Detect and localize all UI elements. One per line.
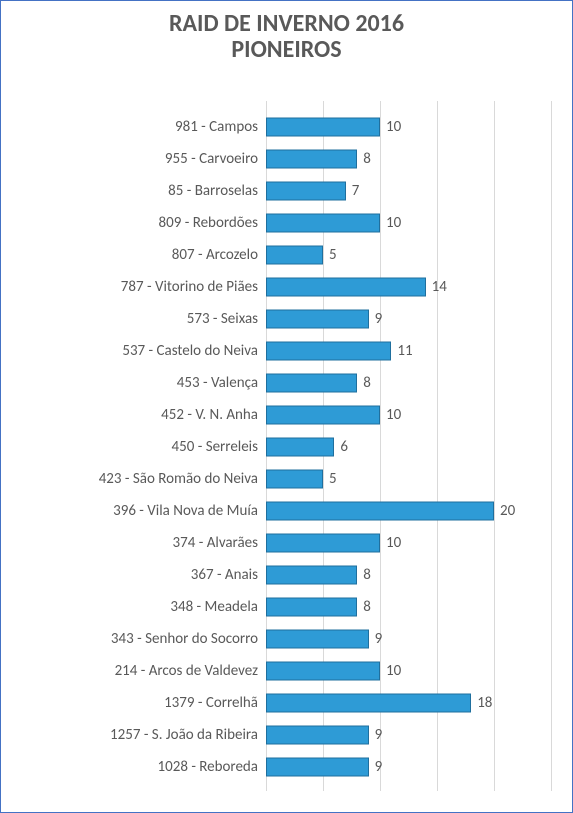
category-label: 423 - São Romão do Neiva	[99, 470, 258, 488]
bars-area: 981 - Campos10955 - Carvoeiro885 - Barro…	[266, 101, 551, 791]
title-line-1: RAID DE INVERNO 2016	[1, 11, 572, 37]
value-label: 14	[432, 278, 447, 296]
bar	[266, 694, 471, 713]
value-label: 11	[397, 342, 412, 360]
category-label: 981 - Campos	[175, 118, 258, 136]
chart-row: 1028 - Reboreda9	[266, 751, 551, 783]
bar	[266, 374, 357, 393]
bar	[266, 502, 494, 521]
value-label: 9	[375, 726, 383, 744]
chart-row: 787 - Vitorino de Piães14	[266, 271, 551, 303]
chart-row: 573 - Seixas9	[266, 303, 551, 335]
category-label: 807 - Arcozelo	[172, 246, 258, 264]
bar	[266, 534, 380, 553]
category-label: 214 - Arcos de Valdevez	[115, 662, 258, 680]
chart-row: 453 - Valença8	[266, 367, 551, 399]
plot-area: 981 - Campos10955 - Carvoeiro885 - Barro…	[266, 101, 551, 791]
category-label: 348 - Meadela	[170, 598, 258, 616]
chart-row: 396 - Vila Nova de Muía20	[266, 495, 551, 527]
value-label: 9	[375, 758, 383, 776]
category-label: 787 - Vitorino de Piães	[121, 278, 258, 296]
value-label: 8	[363, 566, 371, 584]
category-label: 396 - Vila Nova de Muía	[113, 502, 258, 520]
category-label: 955 - Carvoeiro	[165, 150, 258, 168]
value-label: 5	[329, 246, 337, 264]
category-label: 367 - Anais	[191, 566, 258, 584]
bar	[266, 182, 346, 201]
category-label: 573 - Seixas	[187, 310, 258, 328]
bar	[266, 726, 369, 745]
chart-row: 367 - Anais8	[266, 559, 551, 591]
chart-row: 343 - Senhor do Socorro9	[266, 623, 551, 655]
category-label: 1028 - Reboreda	[158, 758, 258, 776]
category-label: 374 - Alvarães	[173, 534, 258, 552]
value-label: 7	[352, 182, 360, 200]
chart-title: RAID DE INVERNO 2016 PIONEIROS	[1, 1, 572, 74]
chart-row: 450 - Serreleis6	[266, 431, 551, 463]
title-line-2: PIONEIROS	[1, 37, 572, 63]
value-label: 8	[363, 598, 371, 616]
chart-row: 1257 - S. João da Ribeira9	[266, 719, 551, 751]
chart-row: 374 - Alvarães10	[266, 527, 551, 559]
value-label: 10	[386, 534, 401, 552]
category-label: 809 - Rebordões	[159, 214, 258, 232]
chart-row: 348 - Meadela8	[266, 591, 551, 623]
chart-row: 452 - V. N. Anha10	[266, 399, 551, 431]
value-label: 10	[386, 406, 401, 424]
value-label: 9	[375, 310, 383, 328]
category-label: 537 - Castelo do Neiva	[122, 342, 258, 360]
bar	[266, 566, 357, 585]
bar	[266, 438, 334, 457]
chart-row: 807 - Arcozelo5	[266, 239, 551, 271]
bar	[266, 406, 380, 425]
bar	[266, 630, 369, 649]
value-label: 9	[375, 630, 383, 648]
bar	[266, 758, 369, 777]
category-label: 452 - V. N. Anha	[161, 406, 258, 424]
value-label: 10	[386, 662, 401, 680]
chart-row: 981 - Campos10	[266, 111, 551, 143]
chart-row: 1379 - Correlhã18	[266, 687, 551, 719]
chart-row: 85 - Barroselas7	[266, 175, 551, 207]
value-label: 8	[363, 150, 371, 168]
bar	[266, 662, 380, 681]
category-label: 1257 - S. João da Ribeira	[110, 726, 258, 744]
value-label: 6	[340, 438, 348, 456]
value-label: 18	[477, 694, 492, 712]
bar	[266, 246, 323, 265]
bar	[266, 214, 380, 233]
category-label: 453 - Valença	[177, 374, 258, 392]
bar	[266, 470, 323, 489]
chart-row: 423 - São Romão do Neiva5	[266, 463, 551, 495]
chart-container: RAID DE INVERNO 2016 PIONEIROS 981 - Cam…	[0, 0, 573, 813]
bar	[266, 598, 357, 617]
chart-row: 537 - Castelo do Neiva11	[266, 335, 551, 367]
category-label: 1379 - Correlhã	[164, 694, 258, 712]
chart-row: 809 - Rebordões10	[266, 207, 551, 239]
value-label: 8	[363, 374, 371, 392]
bar	[266, 278, 426, 297]
chart-row: 955 - Carvoeiro8	[266, 143, 551, 175]
category-label: 85 - Barroselas	[168, 182, 258, 200]
value-label: 10	[386, 214, 401, 232]
chart-row: 214 - Arcos de Valdevez10	[266, 655, 551, 687]
category-label: 450 - Serreleis	[172, 438, 258, 456]
category-label: 343 - Senhor do Socorro	[111, 630, 258, 648]
bar	[266, 118, 380, 137]
bar	[266, 310, 369, 329]
bar	[266, 342, 391, 361]
value-label: 10	[386, 118, 401, 136]
gridline	[551, 101, 552, 791]
value-label: 20	[500, 502, 515, 520]
bar	[266, 150, 357, 169]
value-label: 5	[329, 470, 337, 488]
